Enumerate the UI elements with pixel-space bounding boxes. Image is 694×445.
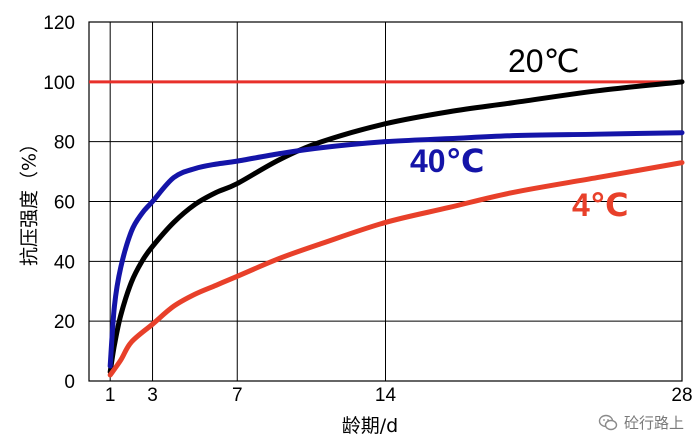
x-axis-label: 龄期/d bbox=[342, 415, 398, 437]
x-tick-label: 3 bbox=[147, 385, 158, 406]
x-tick-label: 1 bbox=[105, 385, 116, 406]
y-tick-label: 40 bbox=[54, 252, 75, 273]
x-tick-label: 7 bbox=[232, 385, 243, 406]
series-label-20c: 20℃ bbox=[508, 43, 580, 79]
y-tick-label: 20 bbox=[54, 312, 75, 333]
wechat-icon bbox=[598, 414, 618, 430]
y-tick-label: 80 bbox=[54, 133, 75, 154]
x-tick-label: 14 bbox=[375, 385, 397, 406]
series-line-20c bbox=[107, 79, 685, 375]
x-tick-labels: 1 3 7 14 28 bbox=[105, 385, 693, 406]
watermark: 砼行路上 bbox=[598, 412, 684, 433]
y-tick-labels: 0 20 40 60 80 100 120 bbox=[43, 13, 75, 393]
series-line-40c bbox=[107, 130, 685, 369]
watermark-text: 砼行路上 bbox=[623, 414, 684, 432]
series-lines bbox=[107, 79, 685, 378]
y-tick-label: 120 bbox=[43, 13, 75, 34]
y-axis-label: 抗压强度（%） bbox=[19, 134, 41, 266]
x-tick-label: 28 bbox=[671, 385, 692, 406]
y-tick-label: 100 bbox=[43, 73, 75, 94]
series-label-4c: 4℃ bbox=[572, 187, 629, 223]
series-label-40c: 40℃ bbox=[410, 143, 484, 179]
y-tick-label: 60 bbox=[54, 193, 75, 214]
series-line-4c bbox=[107, 160, 685, 378]
y-tick-label: 0 bbox=[64, 372, 75, 393]
